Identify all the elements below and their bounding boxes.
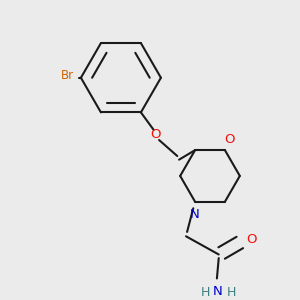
- Text: Br: Br: [61, 69, 74, 82]
- Text: N: N: [190, 208, 200, 220]
- Text: O: O: [246, 233, 256, 246]
- Text: H: H: [200, 286, 210, 299]
- Text: O: O: [150, 128, 161, 141]
- Text: H: H: [227, 286, 236, 299]
- Text: N: N: [213, 285, 223, 298]
- Text: O: O: [224, 134, 235, 146]
